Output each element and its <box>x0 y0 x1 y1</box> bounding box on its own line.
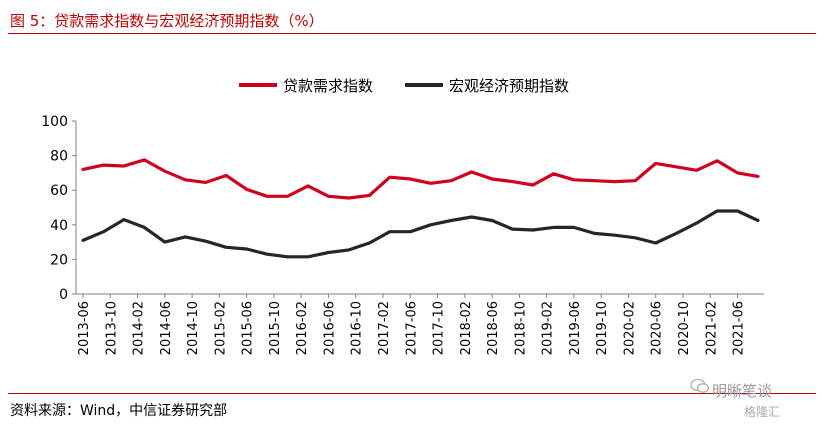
line-chart: 0 20 40 60 80 100 2013-06 2013-10 2014-02 2014-06… <box>41 77 764 355</box>
source-divider <box>8 393 816 394</box>
x-tick-label: 2019-02 <box>541 301 556 355</box>
y-tick-label: 0 <box>59 287 68 303</box>
x-tick-label: 2016-10 <box>350 301 365 355</box>
y-tick-label: 20 <box>50 252 68 268</box>
x-tick-label: 2013-10 <box>104 301 119 355</box>
watermark-text: 明晰笔谈 <box>712 382 773 400</box>
x-tick-label: 2015-06 <box>241 301 256 355</box>
title-divider <box>8 33 816 34</box>
legend-label-1: 贷款需求指数 <box>283 77 373 95</box>
x-tick-label: 2019-10 <box>595 301 610 355</box>
x-tick-label: 2015-10 <box>268 301 283 355</box>
source-note: 资料来源：Wind，中信证券研究部 <box>10 403 228 419</box>
legend-label-2: 宏观经济预期指数 <box>449 77 569 95</box>
x-tick-label: 2019-06 <box>568 301 583 355</box>
figure-title: 图 5：贷款需求指数与宏观经济预期指数（%） <box>10 12 324 30</box>
series-line-1 <box>81 158 760 200</box>
watermark-sub-text: 格隆汇 <box>744 405 781 419</box>
y-tick-label: 40 <box>50 218 68 234</box>
wechat-icon <box>690 378 710 393</box>
x-tick-label: 2021-02 <box>704 301 719 355</box>
y-tick-label: 80 <box>50 149 68 165</box>
y-tick-label: 100 <box>41 114 68 130</box>
x-tick-label: 2014-06 <box>159 301 174 355</box>
x-tick-label: 2017-02 <box>377 301 392 355</box>
x-tick-label: 2018-10 <box>513 301 528 355</box>
x-tick-label: 2021-06 <box>732 301 747 355</box>
x-tick-label: 2017-06 <box>404 301 419 355</box>
series-line-2 <box>81 209 760 259</box>
x-tick-label: 2016-06 <box>322 301 337 355</box>
x-tick-label: 2018-02 <box>459 301 474 355</box>
x-tick-label: 2015-02 <box>213 301 228 355</box>
x-tick-label: 2016-02 <box>295 301 310 355</box>
x-tick-label: 2013-06 <box>77 301 92 355</box>
x-tick-label: 2018-06 <box>486 301 501 355</box>
x-tick-label: 2014-10 <box>186 301 201 355</box>
y-tick-label: 60 <box>50 183 68 199</box>
x-tick-label: 2020-06 <box>650 301 665 355</box>
x-tick-label: 2020-10 <box>677 301 692 355</box>
x-tick-label: 2017-10 <box>432 301 447 355</box>
x-tick-label: 2014-02 <box>132 301 147 355</box>
x-tick-label: 2020-02 <box>622 301 637 355</box>
